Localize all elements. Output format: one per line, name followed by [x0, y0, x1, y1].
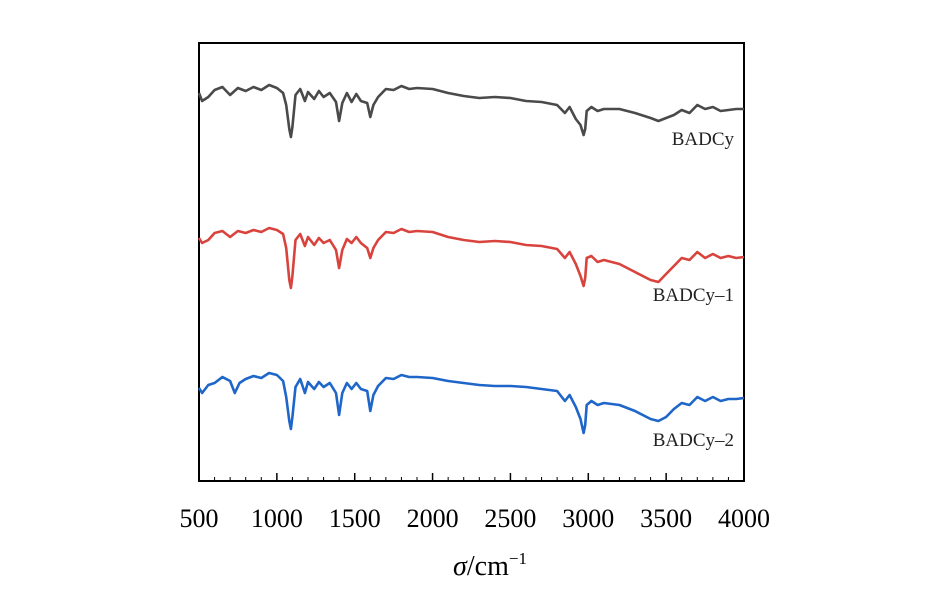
- x-axis-tick-labels: 500 1000 1500 2000 2500 3000 3500 4000: [180, 504, 771, 533]
- x-tick-label: 1000: [251, 504, 303, 533]
- series-label-2: BADCy–1: [653, 285, 734, 306]
- series-label-1: BADCy: [672, 129, 735, 150]
- x-tick-label: 3000: [562, 504, 614, 533]
- x-axis-exponent: −1: [509, 549, 527, 568]
- series-labels: BADCy BADCy–1 BADCy–2: [653, 129, 735, 451]
- x-axis-ticks: [198, 473, 745, 481]
- spectra-lines: [197, 83, 745, 435]
- x-tick-label: 2000: [407, 504, 459, 533]
- x-tick-label: 500: [180, 504, 219, 533]
- x-tick-label: 4000: [718, 504, 770, 533]
- x-tick-label: 1500: [329, 504, 381, 533]
- plot-frame: [198, 42, 745, 482]
- x-axis-unit: /cm: [467, 551, 509, 582]
- series-line-2: [197, 226, 745, 290]
- series-label-3: BADCy–2: [653, 430, 734, 451]
- series-line-1: [197, 83, 744, 139]
- x-axis-title: σ/cm−1: [453, 549, 527, 582]
- x-axis-symbol: σ: [453, 551, 468, 582]
- x-tick-label: 3500: [640, 504, 692, 533]
- series-line-3: [197, 371, 745, 435]
- x-tick-label: 2500: [484, 504, 536, 533]
